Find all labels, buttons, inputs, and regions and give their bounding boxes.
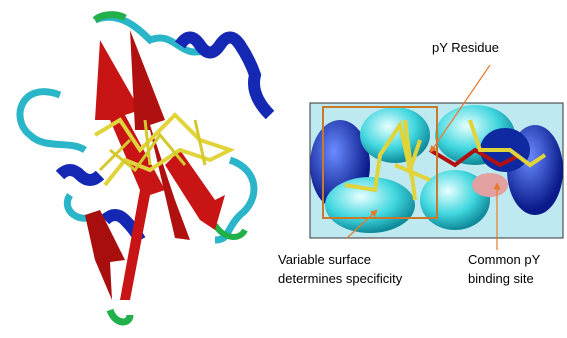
annotation-text: Variable surface xyxy=(278,252,371,267)
annotation-text: determines specificity xyxy=(278,271,403,286)
protein-ribbon xyxy=(16,11,275,326)
surface-panel xyxy=(309,102,564,239)
annotations: pY Residue Variable surface determines spe… xyxy=(278,40,541,286)
annotation-text: binding site xyxy=(468,271,534,286)
pointer-arrows xyxy=(346,64,501,250)
annotation-text: pY Residue xyxy=(432,40,499,55)
annotation-text: Common pY xyxy=(468,252,541,267)
